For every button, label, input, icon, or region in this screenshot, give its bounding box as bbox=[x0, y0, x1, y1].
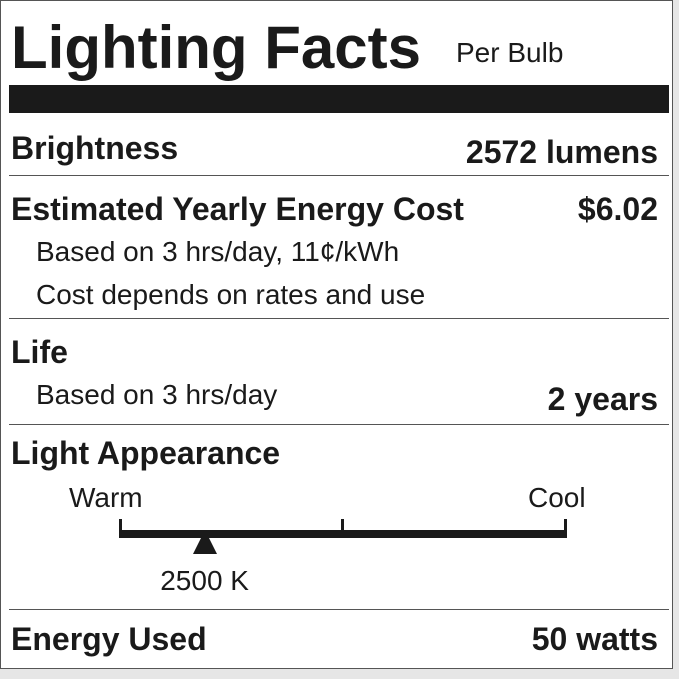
color-temperature-value: 2500 K bbox=[160, 565, 249, 596]
cool-label: Cool bbox=[528, 482, 586, 513]
life-label: Life bbox=[11, 334, 68, 370]
warm-label: Warm bbox=[69, 482, 143, 513]
light-appearance-label: Light Appearance bbox=[11, 435, 281, 471]
energy-cost-label: Estimated Yearly Energy Cost bbox=[11, 191, 464, 227]
header-bar bbox=[9, 85, 669, 113]
energy-cost-note-1: Based on 3 hrs/day, 11¢/kWh bbox=[36, 236, 400, 267]
divider bbox=[9, 318, 669, 319]
color-temperature-scale bbox=[119, 530, 567, 538]
scale-tick-middle bbox=[341, 519, 344, 533]
energy-used-value: 50 watts bbox=[531, 621, 658, 657]
lighting-facts-label: Lighting Facts Per Bulb Brightness 2572 … bbox=[0, 0, 673, 669]
divider bbox=[9, 609, 669, 610]
divider bbox=[9, 175, 669, 176]
divider bbox=[9, 424, 669, 425]
brightness-label: Brightness bbox=[11, 130, 179, 166]
scale-tick-warm bbox=[119, 519, 122, 533]
life-value: 2 years bbox=[547, 381, 658, 417]
energy-cost-note-2: Cost depends on rates and use bbox=[36, 279, 426, 310]
label-title: Lighting Facts bbox=[11, 14, 421, 81]
label-subtitle: Per Bulb bbox=[456, 37, 564, 68]
life-note: Based on 3 hrs/day bbox=[36, 379, 278, 410]
energy-cost-value: $6.02 bbox=[577, 191, 658, 227]
scale-tick-cool bbox=[564, 519, 567, 533]
brightness-value: 2572 lumens bbox=[465, 134, 658, 170]
energy-used-label: Energy Used bbox=[11, 621, 207, 657]
color-temperature-marker bbox=[192, 530, 217, 554]
